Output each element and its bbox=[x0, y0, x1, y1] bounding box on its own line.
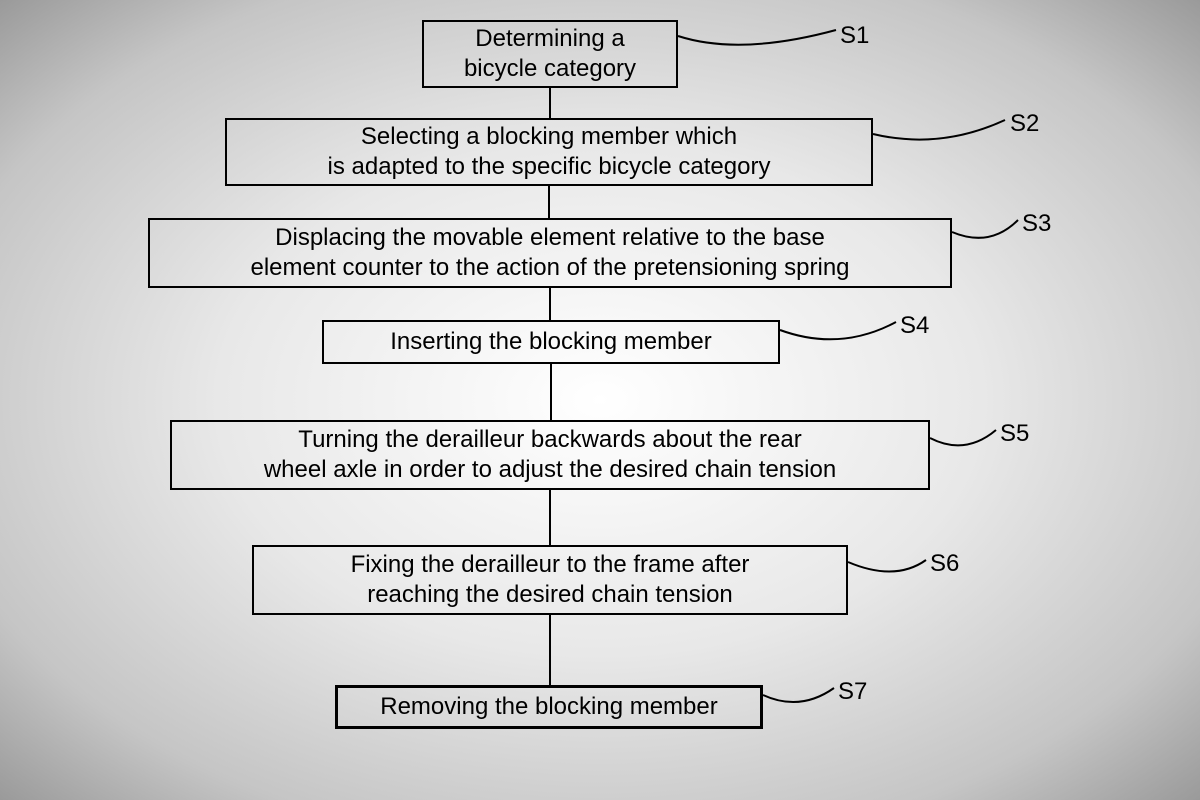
step-label-l1: S1 bbox=[840, 22, 869, 50]
flow-node-text: Determining a bicycle category bbox=[464, 24, 636, 84]
step-label-l6: S6 bbox=[930, 550, 959, 578]
step-label-l3: S3 bbox=[1022, 210, 1051, 238]
flow-node-text: Selecting a blocking member which is ada… bbox=[328, 122, 771, 182]
flow-node-text: Displacing the movable element relative … bbox=[250, 223, 849, 283]
flow-node-s2: Selecting a blocking member which is ada… bbox=[225, 118, 873, 186]
flow-node-s3: Displacing the movable element relative … bbox=[148, 218, 952, 288]
flow-node-s1: Determining a bicycle category bbox=[422, 20, 678, 88]
step-label-l5: S5 bbox=[1000, 420, 1029, 448]
flow-node-s4: Inserting the blocking member bbox=[322, 320, 780, 364]
flow-node-text: Inserting the blocking member bbox=[390, 327, 712, 357]
step-label-l7: S7 bbox=[838, 678, 867, 706]
step-label-l4: S4 bbox=[900, 312, 929, 340]
flow-node-text: Fixing the derailleur to the frame after… bbox=[351, 550, 750, 610]
flow-node-s5: Turning the derailleur backwards about t… bbox=[170, 420, 930, 490]
flow-node-text: Removing the blocking member bbox=[380, 692, 718, 722]
flow-node-text: Turning the derailleur backwards about t… bbox=[264, 425, 836, 485]
flow-node-s6: Fixing the derailleur to the frame after… bbox=[252, 545, 848, 615]
step-label-l2: S2 bbox=[1010, 110, 1039, 138]
flow-node-s7: Removing the blocking member bbox=[335, 685, 763, 729]
